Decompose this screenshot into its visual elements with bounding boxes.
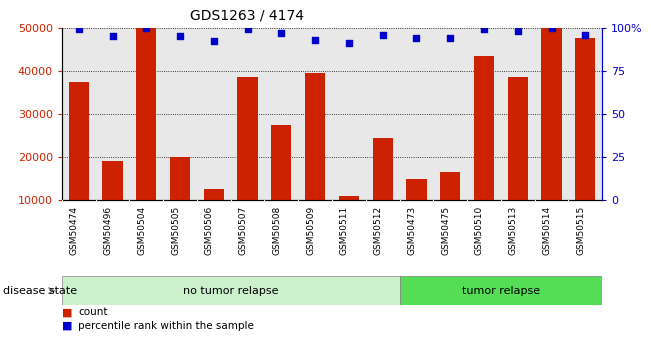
Point (276, 30, 286, 36)
Text: ■: ■ (62, 307, 72, 317)
Bar (305, 73, 326, 200)
Point (378, 32, 388, 37)
Bar (400, 276, 602, 305)
Point (107, 33, 118, 39)
Text: GSM50509: GSM50509 (306, 206, 315, 255)
Bar (508, 77, 528, 200)
Point (175, 33, 186, 39)
Text: GSM50505: GSM50505 (171, 206, 180, 255)
Text: GSM50512: GSM50512 (374, 206, 383, 255)
Text: percentile rank within the sample: percentile rank within the sample (78, 321, 254, 331)
Text: tumor relapse: tumor relapse (462, 286, 540, 296)
Text: GSM50513: GSM50513 (508, 206, 518, 255)
Bar (170, 157, 190, 200)
Bar (136, 28, 156, 200)
Text: GSM50511: GSM50511 (340, 206, 349, 255)
Bar (62, 276, 400, 305)
Bar (271, 125, 292, 200)
Bar (102, 161, 122, 200)
Bar (575, 38, 596, 200)
Text: GSM50508: GSM50508 (272, 206, 281, 255)
Text: GSM50474: GSM50474 (70, 206, 79, 255)
Text: GSM50475: GSM50475 (441, 206, 450, 255)
Point (344, 40, 354, 46)
Point (445, 35, 456, 41)
Text: GSM50473: GSM50473 (408, 206, 417, 255)
Bar (372, 138, 393, 200)
Point (478, 27, 489, 32)
Text: GSM50506: GSM50506 (205, 206, 214, 255)
Text: GSM50496: GSM50496 (104, 206, 113, 255)
Bar (339, 196, 359, 200)
Point (242, 27, 253, 32)
Bar (68, 81, 89, 200)
Text: GSM50504: GSM50504 (137, 206, 146, 255)
Bar (406, 179, 426, 200)
Text: count: count (78, 307, 107, 317)
Text: ■: ■ (62, 321, 72, 331)
Point (512, 28, 523, 34)
Text: GSM50514: GSM50514 (542, 206, 551, 255)
Bar (204, 189, 224, 200)
Text: GSM50515: GSM50515 (576, 206, 585, 255)
Bar (542, 28, 562, 200)
Bar (440, 172, 460, 200)
Point (141, 25, 152, 30)
Text: GSM50507: GSM50507 (238, 206, 247, 255)
Point (580, 32, 590, 37)
Text: GDS1263 / 4174: GDS1263 / 4174 (190, 9, 305, 23)
Point (74, 27, 84, 32)
Point (411, 35, 422, 41)
Text: no tumor relapse: no tumor relapse (183, 286, 279, 296)
Text: disease state: disease state (3, 286, 77, 296)
Point (546, 25, 557, 30)
Point (310, 37, 320, 42)
Bar (474, 56, 494, 200)
Point (208, 39, 219, 44)
Bar (238, 77, 258, 200)
Text: GSM50510: GSM50510 (475, 206, 484, 255)
